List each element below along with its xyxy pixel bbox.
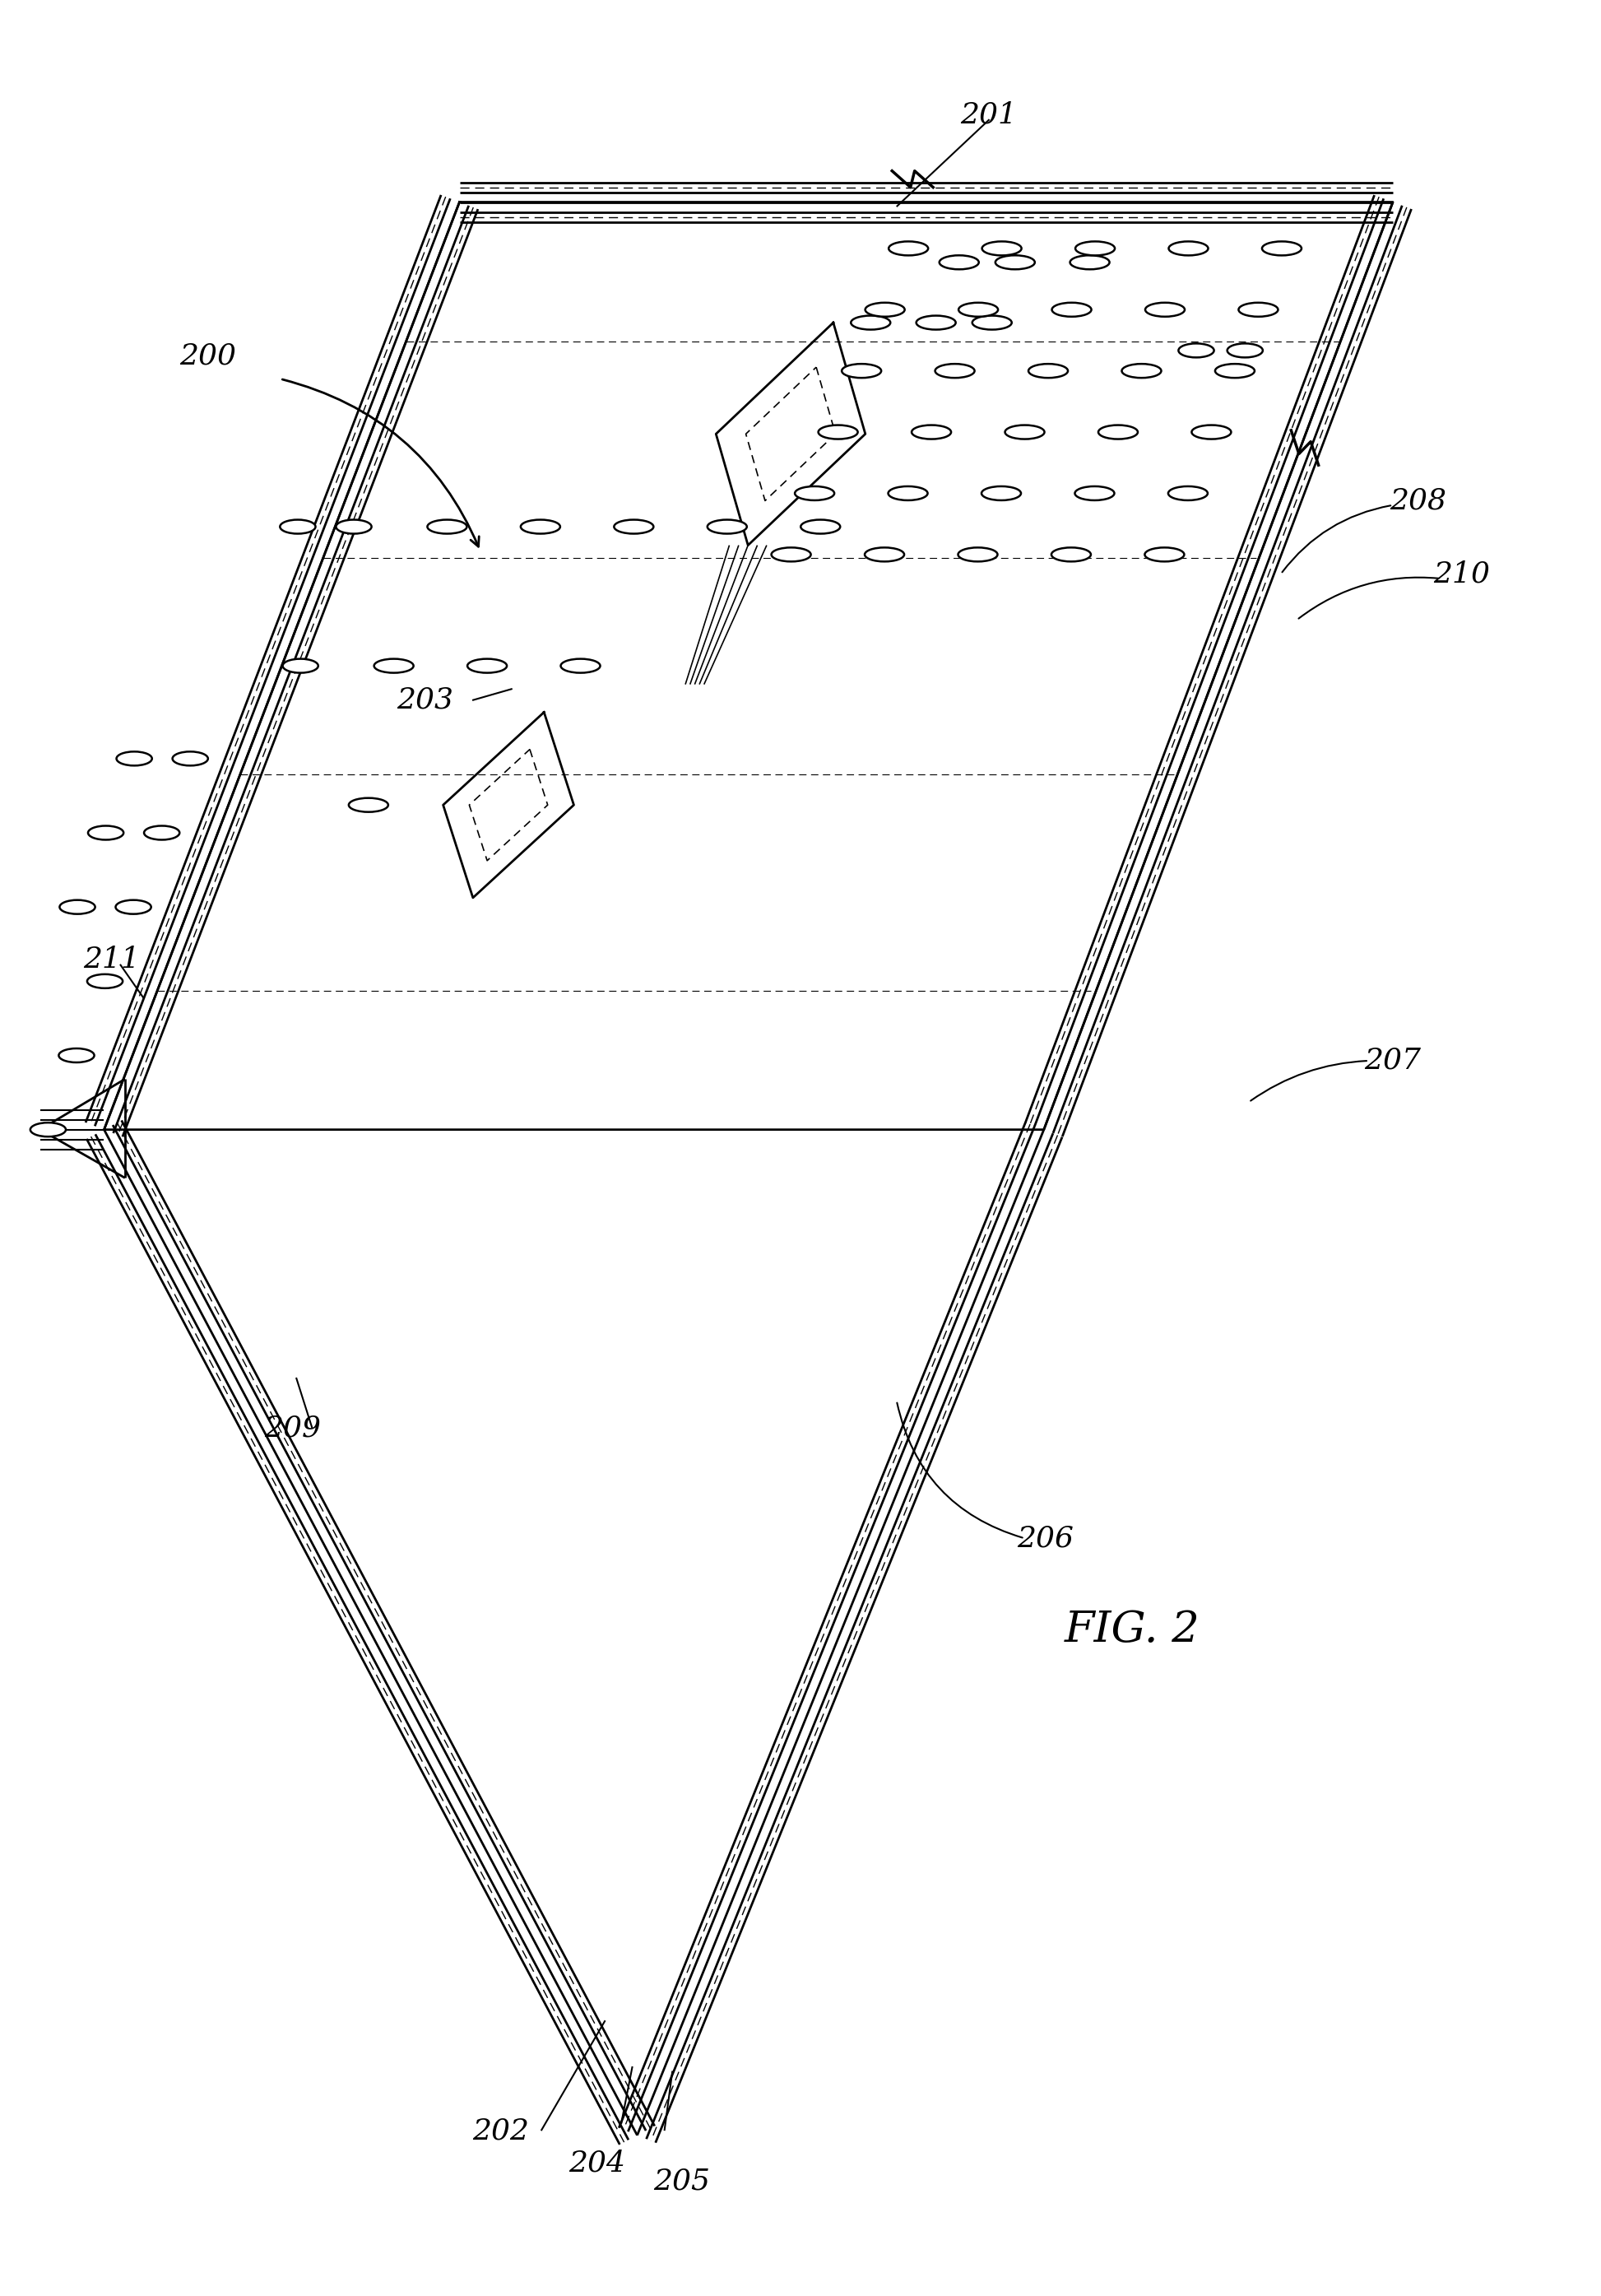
- Ellipse shape: [560, 659, 600, 673]
- Ellipse shape: [1145, 546, 1185, 563]
- Ellipse shape: [59, 900, 94, 914]
- Ellipse shape: [957, 546, 997, 563]
- Text: 200: 200: [179, 342, 235, 370]
- Ellipse shape: [1239, 303, 1278, 317]
- Ellipse shape: [1074, 487, 1114, 501]
- Ellipse shape: [349, 799, 387, 813]
- Text: 203: 203: [397, 687, 453, 714]
- Ellipse shape: [1052, 303, 1092, 317]
- Ellipse shape: [850, 315, 890, 331]
- Ellipse shape: [972, 315, 1012, 331]
- Ellipse shape: [1228, 344, 1263, 358]
- Ellipse shape: [615, 519, 653, 533]
- Text: 211: 211: [83, 946, 139, 974]
- Ellipse shape: [996, 255, 1034, 269]
- Ellipse shape: [59, 1049, 94, 1063]
- Ellipse shape: [30, 1123, 66, 1137]
- Ellipse shape: [1005, 425, 1044, 439]
- Text: 202: 202: [472, 2117, 528, 2144]
- Ellipse shape: [117, 751, 152, 765]
- Ellipse shape: [916, 315, 956, 331]
- Ellipse shape: [336, 519, 371, 533]
- Ellipse shape: [427, 519, 467, 533]
- Ellipse shape: [520, 519, 560, 533]
- Text: 204: 204: [568, 2149, 624, 2177]
- Ellipse shape: [283, 659, 319, 673]
- Ellipse shape: [375, 659, 413, 673]
- Ellipse shape: [865, 303, 905, 317]
- Ellipse shape: [794, 487, 834, 501]
- Ellipse shape: [115, 900, 150, 914]
- Ellipse shape: [88, 827, 123, 840]
- Ellipse shape: [889, 241, 929, 255]
- Text: 210: 210: [1433, 560, 1489, 588]
- Ellipse shape: [1145, 303, 1185, 317]
- Ellipse shape: [1076, 241, 1114, 255]
- Ellipse shape: [842, 363, 881, 379]
- Ellipse shape: [959, 303, 997, 317]
- Ellipse shape: [889, 487, 927, 501]
- Ellipse shape: [1052, 546, 1090, 563]
- Ellipse shape: [1191, 425, 1231, 439]
- Ellipse shape: [865, 546, 905, 563]
- Text: 208: 208: [1390, 487, 1446, 514]
- Ellipse shape: [981, 241, 1021, 255]
- Ellipse shape: [818, 425, 858, 439]
- Ellipse shape: [86, 974, 123, 987]
- Ellipse shape: [772, 546, 810, 563]
- Ellipse shape: [981, 487, 1021, 501]
- Ellipse shape: [173, 751, 208, 765]
- Ellipse shape: [1169, 487, 1207, 501]
- Ellipse shape: [144, 827, 179, 840]
- Text: FIG. 2: FIG. 2: [1065, 1609, 1201, 1651]
- Ellipse shape: [800, 519, 841, 533]
- Polygon shape: [104, 202, 1393, 1130]
- Ellipse shape: [708, 519, 746, 533]
- Text: 205: 205: [653, 2167, 709, 2195]
- Ellipse shape: [1069, 255, 1109, 269]
- Text: 207: 207: [1364, 1047, 1420, 1075]
- Text: 201: 201: [961, 101, 1017, 129]
- Ellipse shape: [1178, 344, 1214, 358]
- Ellipse shape: [940, 255, 978, 269]
- Ellipse shape: [1169, 241, 1209, 255]
- Text: 209: 209: [264, 1414, 320, 1442]
- Ellipse shape: [1028, 363, 1068, 379]
- Ellipse shape: [1215, 363, 1255, 379]
- Ellipse shape: [280, 519, 315, 533]
- Ellipse shape: [1098, 425, 1138, 439]
- Ellipse shape: [911, 425, 951, 439]
- Ellipse shape: [1262, 241, 1302, 255]
- Ellipse shape: [935, 363, 975, 379]
- Ellipse shape: [467, 659, 508, 673]
- Text: 206: 206: [1017, 1525, 1073, 1552]
- Ellipse shape: [1122, 363, 1161, 379]
